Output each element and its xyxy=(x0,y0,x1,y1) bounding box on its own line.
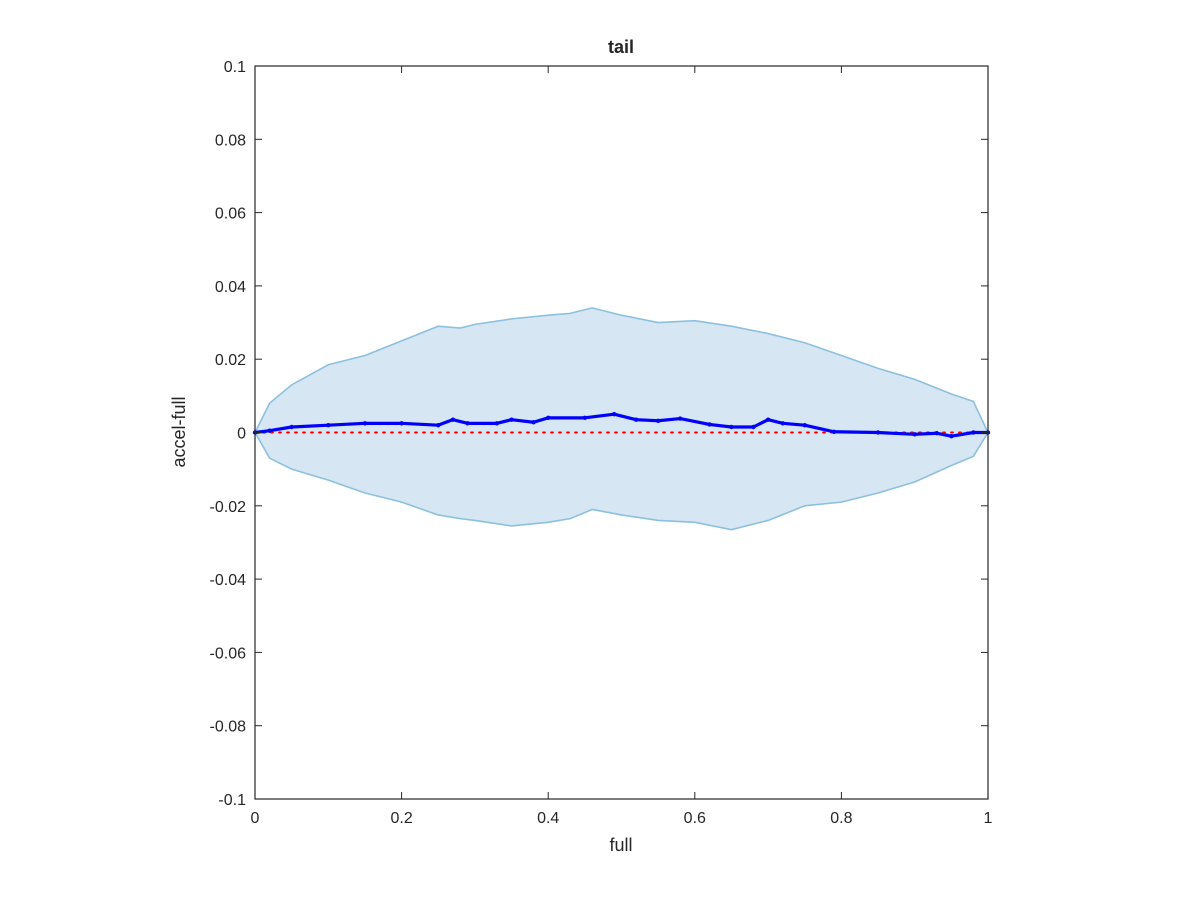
mean-point xyxy=(582,415,588,421)
mean-point xyxy=(399,421,404,426)
mean-point xyxy=(633,417,639,422)
mean-point xyxy=(765,417,771,422)
y-tick-label: -0.1 xyxy=(218,792,246,809)
mean-point xyxy=(934,431,939,436)
mean-point xyxy=(949,433,954,439)
y-axis-label: accel-full xyxy=(169,396,189,467)
mean-point xyxy=(362,421,368,426)
plot-area xyxy=(252,307,991,531)
chart-title: tail xyxy=(608,37,634,57)
y-tick-label: 0.04 xyxy=(215,279,246,296)
y-tick-label: 0 xyxy=(237,426,246,443)
mean-point xyxy=(531,420,536,425)
mean-point xyxy=(751,424,756,430)
mean-point xyxy=(971,430,976,435)
mean-point xyxy=(875,430,881,435)
band-upper-line xyxy=(254,307,989,433)
mean-point xyxy=(450,417,456,422)
x-tick-label: 1 xyxy=(984,810,993,827)
y-tick-label: 0.02 xyxy=(215,352,246,369)
mean-point xyxy=(802,422,807,428)
x-tick-label: 0.2 xyxy=(390,810,412,827)
band-fill-area xyxy=(255,307,988,530)
mean-point xyxy=(677,416,683,421)
y-tick-label: 0.08 xyxy=(215,132,246,149)
y-tick-label: -0.08 xyxy=(210,719,247,736)
mean-point xyxy=(655,418,661,423)
mean-point xyxy=(509,417,514,422)
y-tick-label: -0.04 xyxy=(210,572,247,589)
x-tick-label: 0.8 xyxy=(830,810,852,827)
mean-point xyxy=(465,421,470,426)
x-tick-label: 0.4 xyxy=(537,810,559,827)
mean-point xyxy=(780,421,785,426)
mean-point xyxy=(546,415,551,421)
mean-point xyxy=(289,424,294,430)
x-tick-label: 0.6 xyxy=(684,810,706,827)
mean-point xyxy=(611,411,617,417)
mean-point xyxy=(912,432,917,437)
x-tick-label: 0 xyxy=(251,810,260,827)
axis-ticks: 0 0.2 0.4 0.6 0.8 1 0.1 0.08 0.06 0.04 0.02 0 -0.02 -… xyxy=(210,59,993,827)
y-tick-label: 0.06 xyxy=(215,206,246,223)
y-tick-label: -0.06 xyxy=(210,645,247,662)
mean-point xyxy=(831,429,837,434)
mean-point xyxy=(267,428,272,433)
y-tick-label: 0.1 xyxy=(224,59,246,76)
band-lower-line xyxy=(254,432,989,531)
mean-point xyxy=(729,424,734,430)
mean-point xyxy=(707,422,712,427)
mean-point xyxy=(436,422,441,428)
mean-point xyxy=(326,422,331,428)
y-tick-label: -0.02 xyxy=(210,499,247,516)
x-axis-label: full xyxy=(609,835,632,855)
mean-point xyxy=(494,421,500,426)
